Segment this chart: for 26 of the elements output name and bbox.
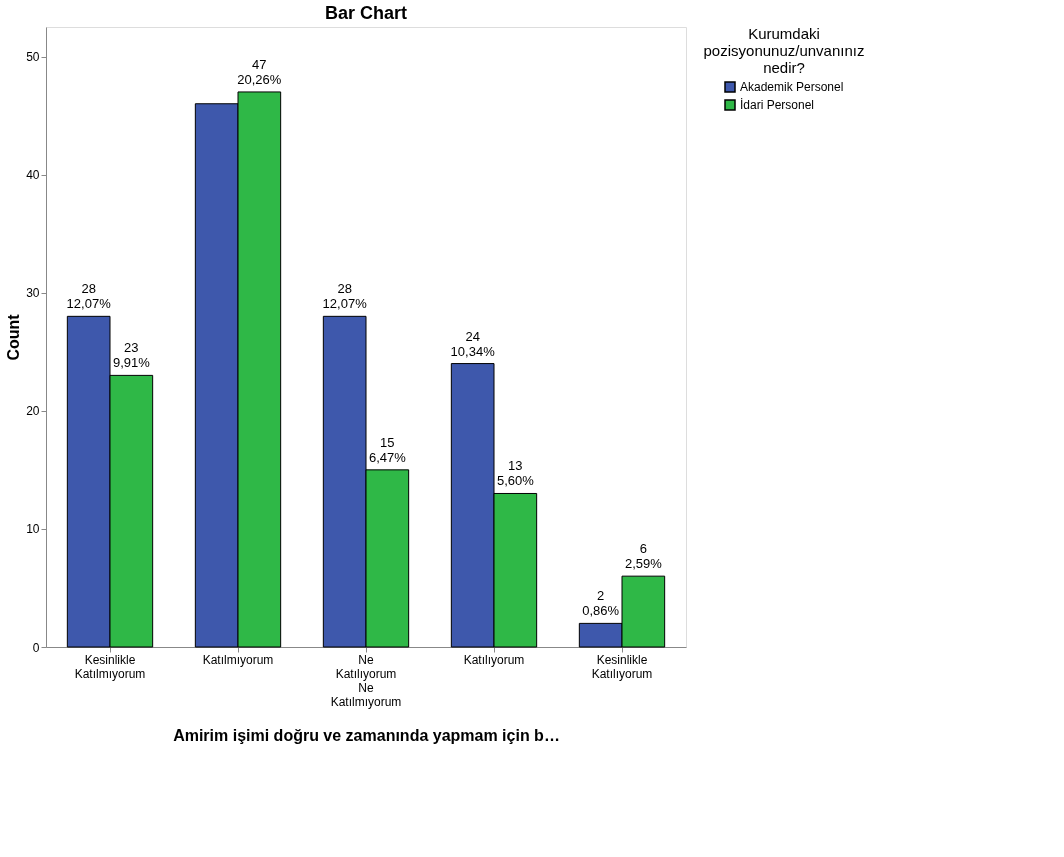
legend-title: Kurumdaki pozisyonunuz/unvanınız nedir? [703,25,865,76]
y-tick-label: 50 [26,50,40,65]
data-label: 47 20,26% [237,56,282,87]
data-label: 13 5,60% [496,458,535,489]
x-tick-label: Katılıyorum [463,652,525,667]
x-tick-label: Kesinlikle Katılıyorum [591,652,653,681]
data-label: 24 10,34% [450,328,496,359]
y-axis-title: Count [5,313,23,361]
x-axis-title: Amirim işimi doğru ve zamanında yapmam için b… [173,726,560,744]
chart-title: Bar Chart [324,3,408,23]
data-label: 23 9,91% [112,340,151,371]
x-tick-label: Ne Katılıyorum Ne Katılmıyorum [330,652,402,709]
x-tick-label: Kesinlikle Katılmıyorum [74,652,146,681]
legend-label: İdari Personel [740,98,815,112]
data-label: 2 0,86% [582,588,620,619]
data-label: 28 12,07% [66,281,112,312]
y-tick-label: 10 [26,522,40,537]
data-label: 15 6,47% [368,434,407,465]
y-tick-label: 0 [32,640,40,655]
legend-label: Akademik Personel [740,80,844,94]
y-tick-label: 40 [26,168,40,183]
data-label: 28 12,07% [322,281,368,312]
data-label: 6 2,59% [624,541,663,572]
y-tick-label: 30 [26,286,40,301]
y-tick-label: 20 [26,404,40,419]
x-tick-label: Katılmıyorum [202,652,274,667]
